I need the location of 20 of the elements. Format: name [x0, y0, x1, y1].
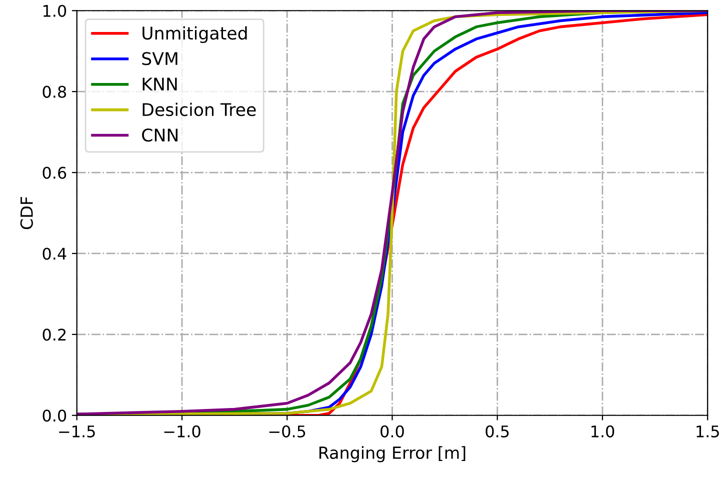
x-tick-label: 1.0 [592, 425, 614, 438]
y-axis-title: CDF [20, 196, 33, 230]
x-axis-title: Ranging Error [m] [319, 446, 466, 462]
x-tick-label: 0.5 [486, 425, 509, 438]
legend-label: Desicion Tree [142, 102, 256, 116]
legend-label: CNN [142, 128, 178, 142]
y-tick-label: 0.2 [42, 328, 66, 341]
y-tick-label: 1.0 [43, 4, 66, 17]
y-tick-label: 0.6 [42, 166, 66, 179]
x-tick-label: −1.0 [164, 425, 200, 438]
legend-label: KNN [142, 78, 177, 90]
legend-label: Unmitigated [142, 26, 247, 44]
y-tick-label: 0.8 [42, 86, 66, 98]
x-tick-label: 1.5 [696, 426, 719, 438]
y-tick-label: 0.0 [42, 410, 66, 422]
x-tick-label: −1.5 [59, 426, 95, 438]
x-tick-label: 0.0 [380, 425, 404, 438]
y-tick-label: 0.4 [42, 248, 66, 260]
x-tick-label: −0.5 [269, 425, 306, 438]
legend-label: SVM [142, 52, 178, 66]
